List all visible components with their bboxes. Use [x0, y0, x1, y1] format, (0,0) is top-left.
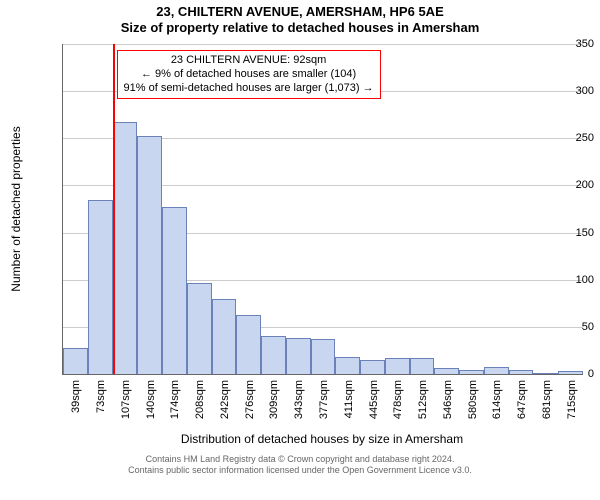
histogram-bar: [335, 357, 360, 374]
histogram-bar: [212, 299, 237, 374]
x-tick-label: 242sqm: [219, 380, 231, 419]
y-tick-label: 150: [534, 227, 600, 239]
histogram-bar: [162, 207, 187, 374]
annotation-box: 23 CHILTERN AVENUE: 92sqm← 9% of detache…: [117, 50, 381, 99]
x-tick-label: 276sqm: [244, 380, 256, 419]
x-axis-label: Distribution of detached houses by size …: [181, 432, 463, 446]
x-tick-label: 107sqm: [120, 380, 132, 419]
x-tick-label: 580sqm: [467, 380, 479, 419]
y-tick-label: 250: [534, 132, 600, 144]
property-marker-line: [113, 44, 115, 374]
histogram-bar: [410, 358, 435, 374]
y-tick-label: 50: [534, 321, 600, 333]
x-tick-label: 512sqm: [417, 380, 429, 419]
plot-area: 23 CHILTERN AVENUE: 92sqm← 9% of detache…: [62, 44, 583, 375]
chart-title-line2: Size of property relative to detached ho…: [0, 20, 600, 36]
y-tick-label: 200: [534, 179, 600, 191]
x-tick-label: 208sqm: [194, 380, 206, 419]
annotation-line: 23 CHILTERN AVENUE: 92sqm: [124, 54, 374, 68]
y-axis-label: Number of detached properties: [9, 126, 23, 291]
chart-title-line1: 23, CHILTERN AVENUE, AMERSHAM, HP6 5AE: [0, 0, 600, 20]
histogram-bar: [484, 367, 509, 374]
histogram-bar: [187, 283, 212, 374]
histogram-bar: [385, 358, 410, 374]
x-tick-label: 647sqm: [516, 380, 528, 419]
histogram-bar: [459, 370, 484, 374]
x-tick-label: 411sqm: [343, 380, 355, 418]
histogram-bar: [286, 338, 311, 374]
footer-line1: Contains HM Land Registry data © Crown c…: [0, 454, 600, 465]
histogram-bar: [261, 336, 286, 374]
histogram-bar: [311, 339, 336, 374]
x-tick-label: 309sqm: [268, 380, 280, 419]
y-tick-label: 350: [534, 38, 600, 50]
histogram-bar: [236, 315, 261, 374]
annotation-line: 91% of semi-detached houses are larger (…: [124, 82, 374, 96]
x-tick-label: 140sqm: [145, 380, 157, 419]
x-tick-label: 546sqm: [442, 380, 454, 419]
x-tick-label: 445sqm: [368, 380, 380, 419]
y-tick-label: 0: [534, 368, 600, 380]
annotation-line: ← 9% of detached houses are smaller (104…: [124, 68, 374, 82]
x-tick-label: 715sqm: [566, 380, 578, 419]
x-tick-label: 478sqm: [392, 380, 404, 419]
histogram-bar: [63, 348, 88, 374]
gridline: [63, 44, 583, 45]
histogram-bar: [360, 360, 385, 374]
y-tick-label: 100: [534, 274, 600, 286]
histogram-bar: [137, 136, 162, 374]
chart-footer: Contains HM Land Registry data © Crown c…: [0, 454, 600, 477]
x-tick-label: 39sqm: [70, 380, 82, 413]
property-size-chart: 23, CHILTERN AVENUE, AMERSHAM, HP6 5AE S…: [0, 0, 600, 500]
x-tick-label: 377sqm: [318, 380, 330, 419]
y-tick-label: 300: [534, 85, 600, 97]
x-tick-label: 681sqm: [541, 380, 553, 419]
histogram-bar: [434, 368, 459, 374]
footer-line2: Contains public sector information licen…: [0, 465, 600, 476]
histogram-bar: [509, 370, 534, 374]
histogram-bar: [88, 200, 113, 374]
x-tick-label: 174sqm: [169, 380, 181, 419]
x-tick-label: 73sqm: [95, 380, 107, 413]
x-tick-label: 343sqm: [293, 380, 305, 419]
x-tick-label: 614sqm: [491, 380, 503, 419]
histogram-bar: [113, 122, 138, 374]
